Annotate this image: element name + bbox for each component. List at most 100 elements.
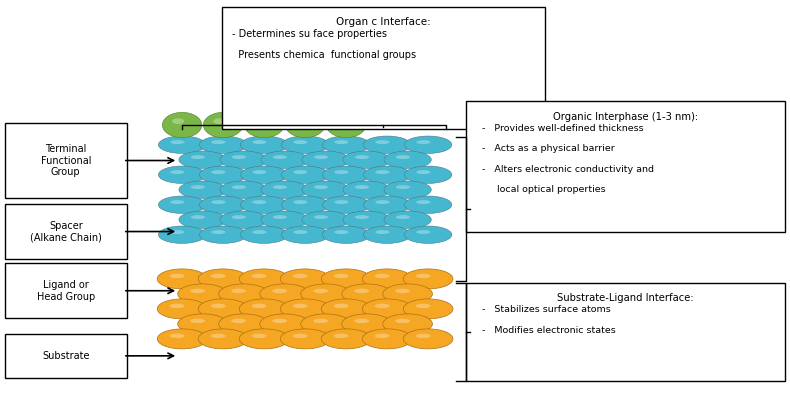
Ellipse shape [396, 155, 410, 159]
Ellipse shape [198, 299, 248, 319]
Ellipse shape [416, 274, 431, 278]
Ellipse shape [314, 215, 328, 219]
Ellipse shape [302, 151, 349, 168]
Ellipse shape [231, 185, 246, 189]
Text: -   Stabilizes surface atoms: - Stabilizes surface atoms [476, 305, 611, 314]
Ellipse shape [416, 334, 431, 338]
Ellipse shape [333, 304, 348, 308]
Ellipse shape [403, 299, 453, 319]
Ellipse shape [280, 299, 330, 319]
Ellipse shape [322, 269, 371, 289]
Ellipse shape [416, 200, 431, 204]
Ellipse shape [416, 170, 431, 174]
Ellipse shape [252, 304, 266, 308]
Ellipse shape [314, 185, 328, 189]
Ellipse shape [404, 226, 452, 244]
Ellipse shape [313, 319, 328, 323]
Ellipse shape [261, 151, 308, 168]
Ellipse shape [404, 196, 452, 213]
Ellipse shape [281, 136, 329, 153]
Ellipse shape [211, 304, 226, 308]
Text: Terminal
Functional
Group: Terminal Functional Group [40, 144, 91, 177]
Ellipse shape [157, 269, 207, 289]
Ellipse shape [375, 230, 389, 234]
Ellipse shape [342, 284, 392, 304]
Ellipse shape [403, 329, 453, 349]
Ellipse shape [384, 151, 431, 168]
Ellipse shape [273, 155, 287, 159]
Ellipse shape [363, 226, 411, 244]
Ellipse shape [239, 269, 289, 289]
Ellipse shape [252, 274, 266, 278]
Ellipse shape [354, 319, 369, 323]
FancyBboxPatch shape [221, 7, 545, 129]
Ellipse shape [179, 151, 226, 168]
Ellipse shape [199, 196, 246, 213]
Ellipse shape [159, 136, 205, 153]
Ellipse shape [240, 136, 288, 153]
Ellipse shape [171, 230, 184, 234]
Ellipse shape [374, 334, 389, 338]
Ellipse shape [322, 226, 370, 244]
Ellipse shape [163, 112, 201, 138]
Ellipse shape [159, 226, 205, 244]
Ellipse shape [404, 136, 452, 153]
Ellipse shape [240, 226, 288, 244]
Ellipse shape [178, 314, 228, 334]
Ellipse shape [157, 329, 207, 349]
Ellipse shape [322, 196, 370, 213]
Ellipse shape [252, 170, 266, 174]
Text: -   Acts as a physical barrier: - Acts as a physical barrier [476, 144, 615, 153]
Ellipse shape [211, 200, 225, 204]
Ellipse shape [244, 112, 284, 138]
Ellipse shape [322, 166, 370, 183]
Ellipse shape [416, 230, 431, 234]
Ellipse shape [171, 140, 184, 144]
Ellipse shape [254, 118, 266, 124]
Ellipse shape [293, 200, 307, 204]
Text: local optical properties: local optical properties [476, 185, 606, 194]
Ellipse shape [280, 269, 330, 289]
Ellipse shape [301, 314, 351, 334]
Ellipse shape [374, 274, 389, 278]
Ellipse shape [322, 329, 371, 349]
Ellipse shape [363, 166, 411, 183]
Ellipse shape [190, 319, 205, 323]
Text: - Determines su face properties: - Determines su face properties [231, 29, 387, 39]
Ellipse shape [342, 314, 392, 334]
Ellipse shape [190, 215, 205, 219]
Ellipse shape [211, 334, 226, 338]
Ellipse shape [281, 226, 329, 244]
Ellipse shape [363, 329, 412, 349]
Ellipse shape [395, 289, 410, 293]
FancyBboxPatch shape [5, 204, 127, 259]
Ellipse shape [363, 196, 411, 213]
Ellipse shape [285, 112, 325, 138]
Ellipse shape [354, 289, 369, 293]
Ellipse shape [159, 196, 205, 213]
Text: Organ c Interface:: Organ c Interface: [336, 17, 431, 27]
Ellipse shape [179, 181, 226, 198]
Ellipse shape [252, 230, 266, 234]
Ellipse shape [219, 284, 269, 304]
Ellipse shape [203, 112, 243, 138]
Text: -   Modifies electronic states: - Modifies electronic states [476, 326, 616, 335]
Ellipse shape [293, 140, 307, 144]
Ellipse shape [211, 274, 226, 278]
Ellipse shape [383, 284, 432, 304]
Ellipse shape [171, 170, 184, 174]
Ellipse shape [211, 170, 225, 174]
Ellipse shape [363, 269, 412, 289]
Text: Presents chemica  functional groups: Presents chemica functional groups [231, 50, 416, 60]
Ellipse shape [337, 118, 348, 124]
Ellipse shape [404, 166, 452, 183]
Ellipse shape [384, 181, 431, 198]
Ellipse shape [231, 215, 246, 219]
Ellipse shape [383, 314, 432, 334]
Ellipse shape [220, 181, 267, 198]
Ellipse shape [403, 269, 453, 289]
Ellipse shape [334, 200, 348, 204]
Ellipse shape [231, 289, 246, 293]
FancyBboxPatch shape [5, 334, 127, 377]
Ellipse shape [416, 304, 431, 308]
